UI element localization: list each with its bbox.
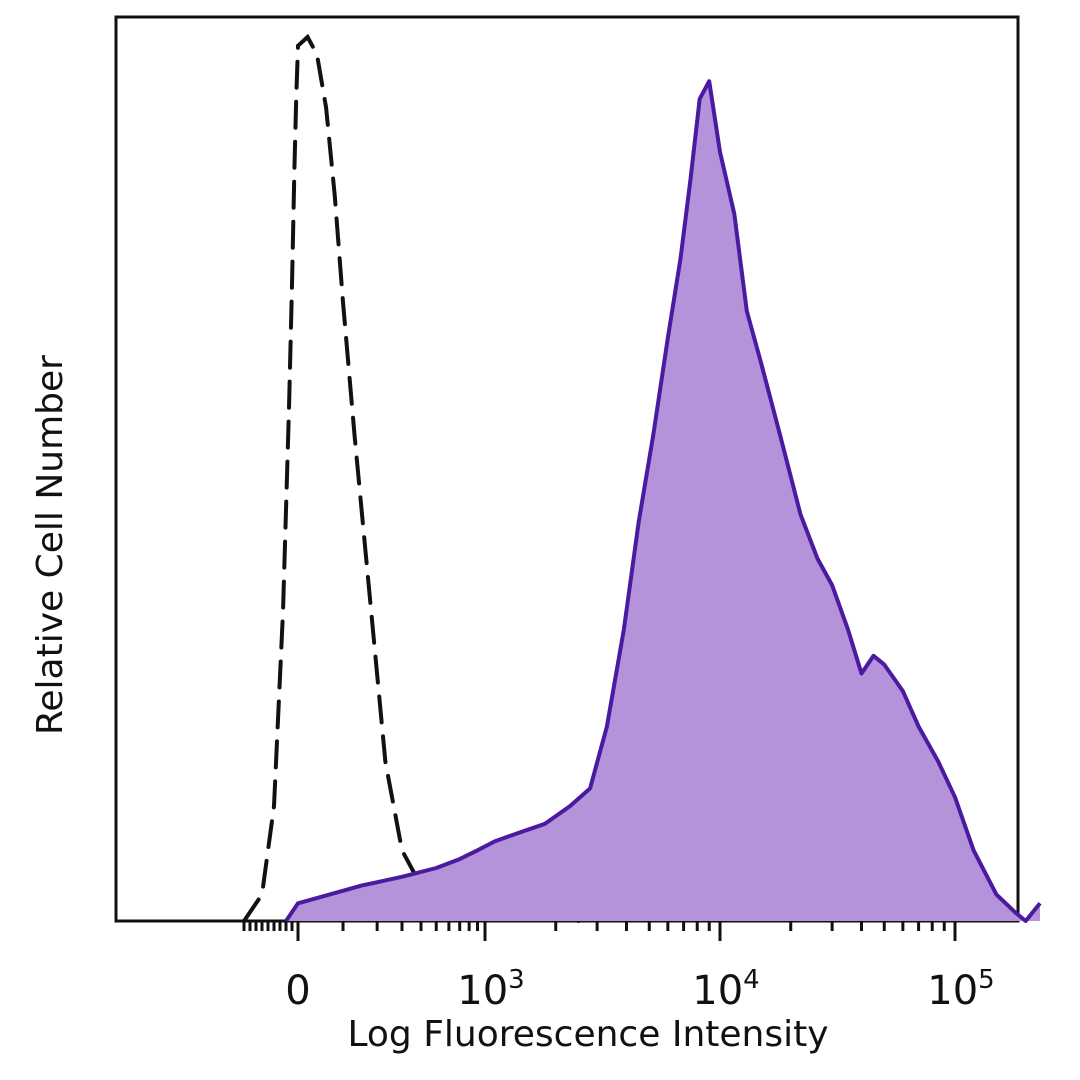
x-tick-label: 0 bbox=[285, 968, 310, 1014]
major-ticks: 0 103 104 105 bbox=[285, 921, 995, 1014]
series-layer bbox=[242, 33, 1042, 923]
series-1-fill bbox=[286, 81, 1040, 921]
y-axis-title: Relative Cell Number bbox=[30, 355, 71, 735]
x-axis-title: Log Fluorescence Intensity bbox=[347, 1014, 828, 1055]
x-tick-label: 104 bbox=[692, 965, 759, 1014]
x-tick-label: 105 bbox=[927, 965, 994, 1014]
x-tick-label: 103 bbox=[457, 965, 524, 1014]
minor-ticks bbox=[242, 921, 946, 931]
series-0-dashed-outline bbox=[242, 33, 581, 923]
series-1-outline bbox=[284, 79, 1042, 923]
